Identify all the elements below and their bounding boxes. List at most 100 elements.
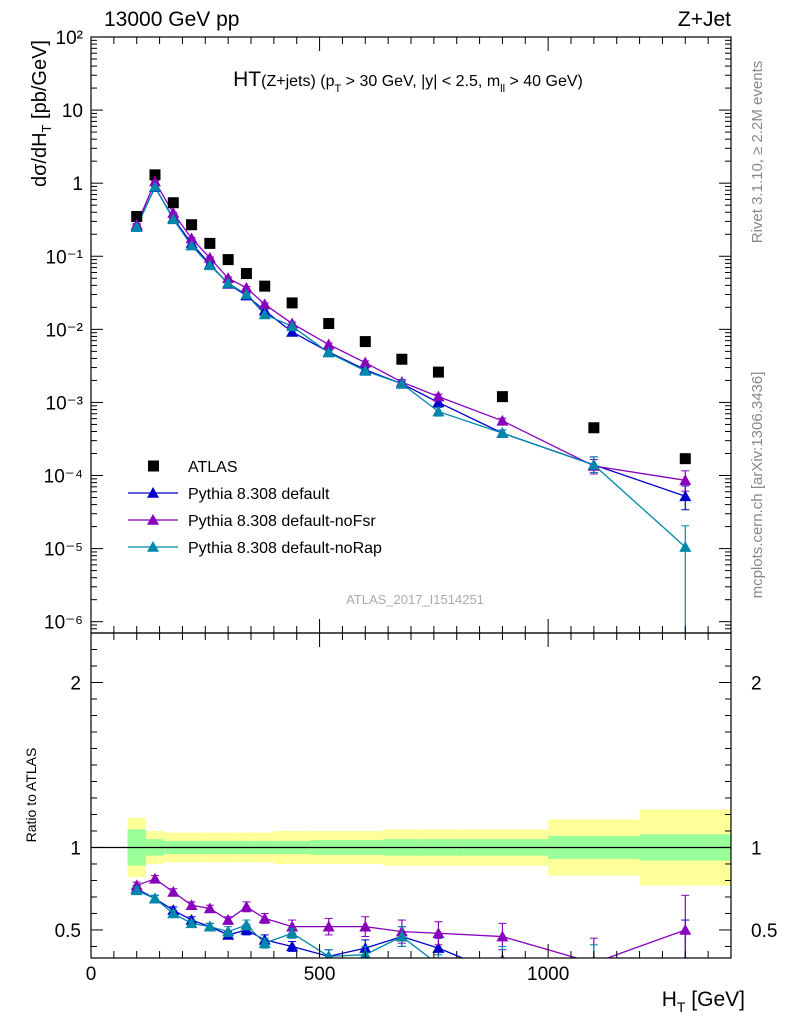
data-point-2 bbox=[322, 338, 335, 350]
ratio-point-1 bbox=[679, 923, 692, 935]
main-y-axis-label: dσ/dHT [pb/GeV] bbox=[29, 40, 54, 187]
ratio-point-1 bbox=[258, 912, 271, 924]
main-y-tick-label: 10⁻⁶ bbox=[44, 613, 83, 634]
data-point-atlas bbox=[131, 210, 143, 222]
ratio-point-2 bbox=[222, 925, 235, 937]
data-point-atlas bbox=[359, 336, 371, 348]
data-point-3 bbox=[130, 221, 143, 232]
title-subscript-2: ll bbox=[500, 83, 505, 95]
data-point-3 bbox=[322, 346, 335, 358]
x-tick-label: 0 bbox=[86, 964, 97, 985]
main-y-tick-label: 10⁻³ bbox=[46, 393, 84, 414]
mcplots-label: mcplots.cern.ch [arXiv:1306.3436] bbox=[749, 372, 766, 599]
ratio-y-tick-label: 1 bbox=[70, 838, 81, 859]
ylabel-tail: [pb/GeV] bbox=[29, 40, 51, 125]
ratio-line-0 bbox=[136, 888, 465, 958]
data-point-3 bbox=[286, 320, 299, 332]
ratio-point-2 bbox=[167, 907, 180, 919]
data-point-3 bbox=[203, 259, 216, 271]
series-line-3 bbox=[136, 185, 686, 548]
ratio-point-2 bbox=[130, 884, 143, 896]
data-point-atlas bbox=[204, 237, 216, 249]
data-point-3 bbox=[359, 364, 372, 376]
data-point-2 bbox=[432, 390, 445, 402]
ratio-point-1 bbox=[185, 899, 198, 911]
ratio-point-2 bbox=[324, 950, 333, 958]
x-tick-label: 1000 bbox=[527, 964, 569, 985]
data-point-1 bbox=[679, 490, 692, 502]
ratio-point-2 bbox=[203, 920, 216, 932]
data-point-3 bbox=[395, 377, 408, 389]
header-energy-label: 13000 GeV pp bbox=[104, 8, 239, 31]
data-point-3 bbox=[240, 288, 253, 300]
data-point-3 bbox=[149, 180, 161, 192]
data-point-3 bbox=[496, 427, 509, 438]
ratio-point-2 bbox=[185, 917, 198, 929]
ratio-line-1 bbox=[136, 878, 686, 958]
title-main: HT bbox=[233, 68, 261, 91]
data-point-atlas bbox=[496, 391, 508, 403]
x-axis-label: HT [GeV] bbox=[662, 988, 745, 1015]
legend-label: Pythia 8.308 default bbox=[188, 486, 330, 503]
data-point-atlas bbox=[432, 366, 444, 378]
data-point-3 bbox=[432, 405, 445, 417]
data-point-1 bbox=[432, 396, 445, 408]
data-point-3 bbox=[167, 213, 180, 225]
main-y-tick-label: 10⁻⁴ bbox=[44, 467, 83, 488]
ratio-y-tick-label-right: 1 bbox=[751, 838, 762, 859]
data-point-1 bbox=[286, 325, 299, 337]
ratio-point-1 bbox=[203, 902, 216, 914]
title-sub: (Z+jets) (p bbox=[261, 73, 334, 90]
legend-marker bbox=[147, 487, 159, 498]
ratio-point-1 bbox=[149, 872, 161, 884]
ylabel-main: dσ/dH bbox=[29, 132, 51, 187]
data-point-3 bbox=[222, 277, 235, 288]
data-point-2 bbox=[359, 356, 372, 368]
title-end: > 40 GeV) bbox=[505, 73, 583, 90]
title-subscript-1: T bbox=[334, 83, 341, 95]
legend-marker bbox=[147, 514, 159, 525]
ylabel-sub: T bbox=[39, 124, 54, 132]
main-y-tick-label: 1 bbox=[72, 174, 83, 195]
ratio-point-2 bbox=[258, 937, 271, 948]
data-point-atlas bbox=[396, 353, 408, 365]
x-tick-label: 500 bbox=[304, 964, 336, 985]
data-point-2 bbox=[167, 207, 180, 218]
xlabel-tail: [GeV] bbox=[685, 988, 745, 1011]
ratio-point-2 bbox=[149, 892, 161, 904]
ratio-y-axis-label: Ratio to ATLAS bbox=[23, 748, 39, 843]
series-line-2 bbox=[136, 180, 686, 481]
main-y-tick-label: 10⁻² bbox=[46, 320, 84, 341]
ratio-line-2 bbox=[136, 889, 431, 958]
ratio-series-layer bbox=[130, 872, 692, 958]
data-point-2 bbox=[496, 414, 509, 426]
ratio-point-1 bbox=[222, 914, 235, 925]
ratio-point-1 bbox=[496, 930, 509, 942]
main-y-tick-label: 10⁻⁵ bbox=[44, 540, 83, 561]
ratio-point-1 bbox=[240, 900, 253, 912]
main-y-tick-label: 10 bbox=[62, 101, 83, 122]
data-point-atlas bbox=[222, 254, 234, 266]
ratio-y-tick-label-right: 0.5 bbox=[751, 921, 777, 942]
title-mid: > 30 GeV, |y| < 2.5, m bbox=[341, 73, 500, 90]
data-point-atlas bbox=[679, 453, 691, 465]
ratio-point-1 bbox=[359, 920, 372, 932]
analysis-watermark: ATLAS_2017_I1514251 bbox=[346, 592, 484, 607]
ratio-y-tick-label-right: 2 bbox=[751, 673, 762, 694]
xlabel-sub: T bbox=[677, 999, 686, 1015]
data-point-2 bbox=[258, 298, 271, 310]
data-point-3 bbox=[258, 308, 271, 320]
ratio-y-tick-label: 0.5 bbox=[55, 921, 81, 942]
data-point-2 bbox=[185, 232, 198, 244]
data-point-3 bbox=[185, 239, 198, 251]
data-point-2 bbox=[679, 474, 692, 486]
data-point-atlas bbox=[588, 422, 600, 434]
data-point-atlas bbox=[323, 318, 335, 330]
data-point-3 bbox=[679, 541, 692, 552]
ratio-y-tick-label: 2 bbox=[70, 673, 81, 694]
data-point-atlas bbox=[186, 219, 198, 231]
data-point-atlas bbox=[240, 268, 252, 280]
main-plot-title: HT(Z+jets) (pT > 30 GeV, |y| < 2.5, mll … bbox=[233, 68, 583, 95]
data-point-2 bbox=[240, 281, 253, 293]
